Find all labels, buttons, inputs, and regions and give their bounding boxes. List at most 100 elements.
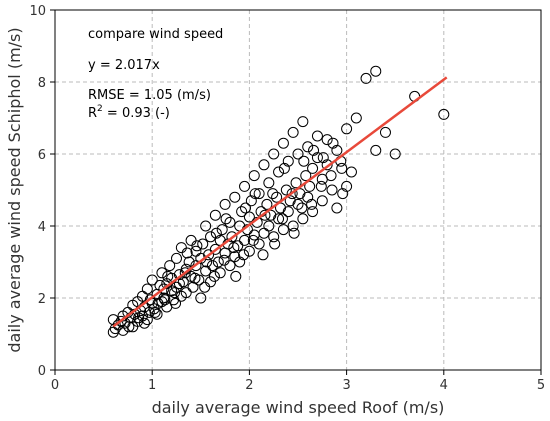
data-point	[302, 191, 314, 203]
data-point	[292, 198, 304, 210]
data-point	[379, 126, 391, 138]
data-point	[282, 206, 294, 218]
data-point	[117, 324, 129, 336]
data-point	[180, 287, 192, 299]
data-point	[195, 292, 207, 304]
data-point	[234, 256, 246, 268]
y-tick-label: 6	[38, 148, 46, 163]
data-point	[259, 209, 271, 221]
data-point	[350, 112, 362, 124]
scatter-points	[107, 65, 450, 338]
data-point	[306, 198, 318, 210]
data-point	[337, 188, 349, 200]
data-point	[331, 144, 343, 156]
data-point	[156, 267, 168, 279]
x-tick-label: 4	[440, 378, 448, 393]
data-point	[438, 108, 450, 120]
data-point	[175, 242, 187, 254]
data-point	[273, 213, 285, 225]
data-point	[269, 238, 281, 250]
rmse-text: RMSE = 1.05 (m/s)	[88, 88, 211, 103]
data-point	[158, 283, 170, 295]
data-point	[138, 317, 150, 329]
data-point	[370, 65, 382, 77]
data-point	[257, 249, 269, 261]
data-point	[239, 234, 251, 246]
data-point	[238, 249, 250, 261]
data-point	[214, 267, 226, 279]
x-tick-label: 1	[148, 378, 156, 393]
data-point	[243, 245, 255, 257]
data-point	[183, 256, 195, 268]
data-point	[287, 126, 299, 138]
data-point	[278, 162, 290, 174]
y-tick-label: 8	[38, 76, 46, 91]
data-point	[170, 297, 182, 309]
data-point	[263, 177, 275, 189]
data-point	[239, 180, 251, 192]
axis-ticks: 0 1 2 3 4 5 0 2 4 6 8 10	[29, 4, 545, 393]
r-squared-text: R2 = 0.93 (-)	[88, 104, 170, 121]
data-point	[141, 283, 153, 295]
y-axis-label: daily average wind speed Schiphol (m/s)	[5, 27, 24, 352]
data-point	[248, 170, 260, 182]
data-point	[261, 198, 273, 210]
data-point	[171, 252, 182, 264]
y-tick-label: 10	[29, 4, 46, 19]
data-point	[224, 216, 236, 228]
data-point	[162, 270, 174, 282]
data-point	[206, 260, 218, 272]
data-point	[282, 155, 294, 167]
data-point	[228, 242, 240, 254]
data-point	[325, 170, 337, 182]
data-point	[189, 272, 201, 284]
data-point	[296, 202, 308, 214]
data-point	[200, 220, 212, 232]
data-point	[220, 213, 232, 225]
data-point	[230, 270, 242, 282]
data-point	[209, 243, 221, 255]
data-point	[171, 281, 182, 293]
data-point	[307, 206, 319, 218]
data-point	[304, 180, 316, 192]
data-point	[197, 238, 209, 250]
data-point	[187, 281, 199, 293]
data-point	[247, 234, 259, 246]
data-point	[263, 220, 275, 232]
data-point	[277, 137, 289, 149]
x-tick-label: 2	[245, 378, 253, 393]
x-tick-label: 0	[51, 378, 59, 393]
data-point	[169, 287, 181, 299]
y-tick-label: 0	[38, 364, 46, 379]
data-point	[159, 294, 171, 306]
data-point	[236, 206, 248, 218]
data-point	[203, 249, 215, 261]
fit-line-layer	[112, 76, 448, 328]
data-point	[321, 159, 333, 171]
r2-suffix: = 0.93 (-)	[103, 106, 170, 121]
data-point	[226, 231, 238, 243]
data-point	[205, 231, 217, 243]
data-point	[191, 240, 203, 252]
data-point	[219, 247, 231, 259]
data-point	[164, 260, 176, 272]
data-point	[290, 177, 302, 189]
data-point	[115, 315, 127, 327]
data-point	[185, 234, 197, 246]
data-point	[321, 134, 333, 146]
plot-frame	[54, 9, 542, 371]
data-point	[336, 162, 348, 174]
x-axis-label: daily average wind speed Roof (m/s)	[152, 398, 445, 417]
fit-equation: y = 2.017x	[88, 58, 160, 73]
data-point	[341, 180, 353, 192]
y-tick-label: 4	[38, 220, 46, 235]
data-point	[208, 270, 220, 282]
data-point	[345, 166, 357, 178]
data-point	[149, 306, 161, 318]
data-point	[271, 191, 283, 203]
data-point	[297, 213, 309, 225]
data-point	[268, 148, 280, 160]
data-point	[267, 188, 279, 200]
chart-title: compare wind speed	[88, 27, 223, 42]
